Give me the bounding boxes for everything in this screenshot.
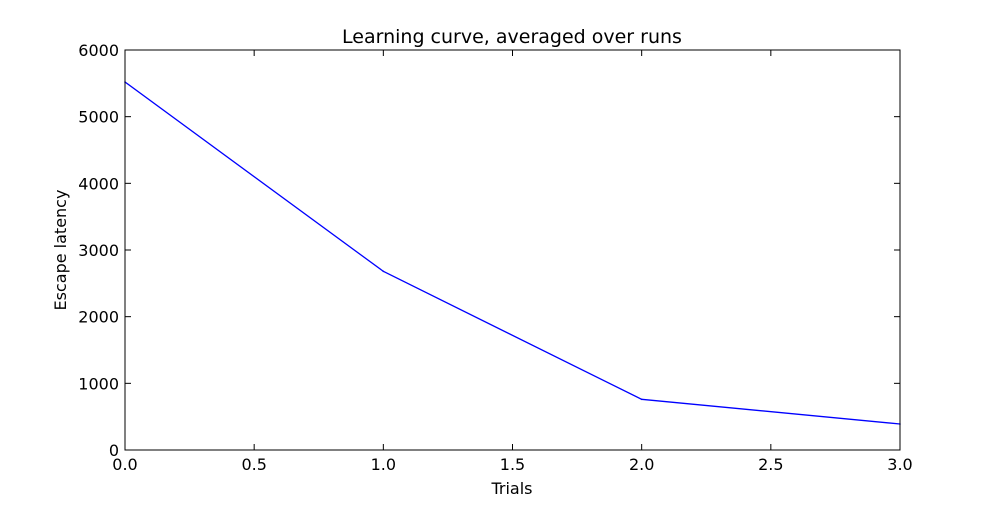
- x-tick-label: 3.0: [887, 455, 912, 474]
- x-tick-label: 2.5: [758, 455, 783, 474]
- data-point: [382, 270, 385, 273]
- x-axis-label: Trials: [490, 479, 532, 498]
- x-tick-label: 2.0: [629, 455, 654, 474]
- x-tick-label: 0.0: [112, 455, 137, 474]
- chart-title: Learning curve, averaged over runs: [342, 26, 682, 48]
- x-tick-label: 0.5: [241, 455, 266, 474]
- series-line: [124, 81, 901, 425]
- y-tick-label: 6000: [78, 41, 119, 60]
- x-tick-label: 1.0: [371, 455, 396, 474]
- ticks-layer: 0.0 0.5 1.0 1.5 2.0 2.5 3.0 0 1000 2000 3000 4000 50…: [78, 41, 912, 474]
- plot-frame: [124, 49, 901, 451]
- y-tick-label: 2000: [78, 308, 119, 327]
- y-tick-label: 5000: [78, 108, 119, 127]
- y-tick-label: 1000: [78, 374, 119, 393]
- y-tick-label: 3000: [78, 241, 119, 260]
- data-point: [640, 398, 643, 401]
- y-axis-label: Escape latency: [51, 190, 70, 311]
- y-tick-label: 0: [109, 441, 119, 460]
- x-tick-label: 1.5: [500, 455, 525, 474]
- series-layer: [124, 81, 901, 425]
- y-tick-label: 4000: [78, 174, 119, 193]
